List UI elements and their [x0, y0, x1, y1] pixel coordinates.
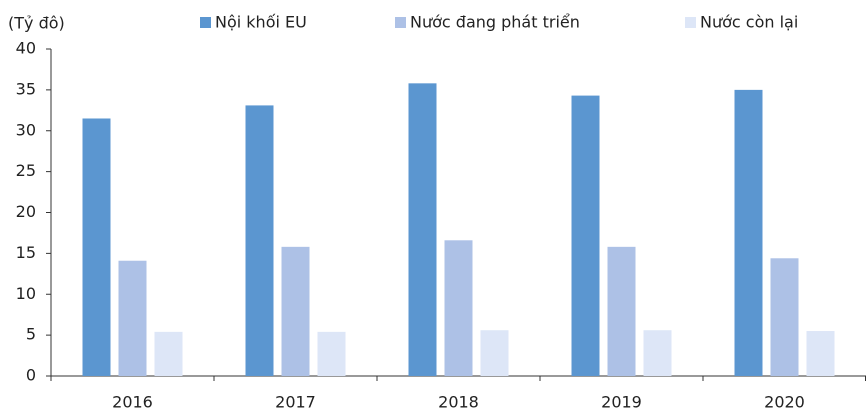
x-tick-label: 2016 [112, 393, 153, 410]
legend-swatch [200, 17, 211, 28]
legend-label: Nước đang phát triển [410, 13, 580, 32]
bar [643, 330, 672, 376]
legend-label: Nước còn lại [700, 13, 798, 32]
legend-label: Nội khối EU [215, 13, 307, 32]
bar [281, 246, 310, 376]
legend-swatch [685, 17, 696, 28]
y-axis-label: (Tỷ đô) [8, 14, 65, 33]
bar [118, 260, 147, 376]
y-tick-label: 40 [16, 39, 36, 58]
y-tick-label: 0 [26, 366, 36, 385]
x-tick-label: 2018 [438, 393, 479, 410]
y-tick-label: 35 [16, 79, 36, 98]
y-tick-label: 15 [16, 243, 36, 262]
legend-swatch [395, 17, 406, 28]
bar [245, 105, 274, 376]
y-tick-label: 20 [16, 202, 36, 221]
bar [571, 95, 600, 376]
y-tick-label: 25 [16, 161, 36, 180]
bar [806, 331, 835, 376]
x-tick-label: 2017 [275, 393, 316, 410]
bar [607, 246, 636, 376]
bar [480, 330, 509, 376]
bar [82, 118, 111, 377]
bar [317, 331, 346, 376]
bar [770, 258, 799, 376]
bar [734, 89, 763, 376]
y-tick-label: 10 [16, 284, 36, 303]
y-tick-label: 5 [26, 325, 36, 344]
bar [444, 240, 473, 376]
bar [408, 83, 437, 377]
y-tick-label: 30 [16, 120, 36, 139]
bar [154, 331, 183, 376]
x-tick-label: 2020 [764, 393, 805, 410]
x-tick-label: 2019 [601, 393, 642, 410]
